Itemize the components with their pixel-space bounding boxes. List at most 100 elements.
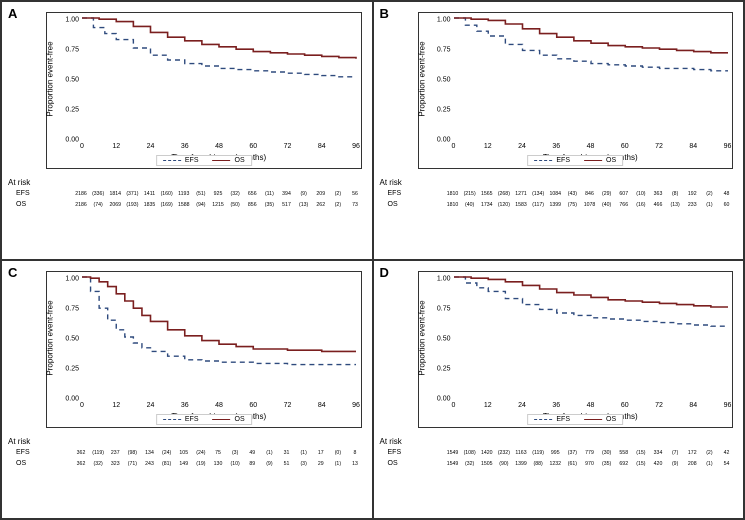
at-risk-cell: 846 [585,191,594,197]
at-risk-cell: (1) [706,461,712,467]
plot-inner: Proportion event-freeTime from biopsy (m… [82,18,356,140]
at-risk-cells: 362(32)323(71)243(81)149(19)130(10)89(9)… [81,460,362,471]
at-risk-cell: 558 [619,450,628,456]
x-tick: 60 [621,402,629,409]
at-risk-cell: (37) [568,450,577,456]
x-tick: 72 [655,402,663,409]
at-risk-cell: 766 [619,202,628,208]
at-risk-cell: 362 [77,450,86,456]
at-risk-cell: (169) [161,202,173,208]
at-risk-cell: 420 [654,461,663,467]
at-risk-row-label: EFS [16,449,30,456]
at-risk-cell: 42 [724,450,730,456]
at-risk-cells: 1549(108)1420(232)1163(119)995(37)779(30… [453,449,734,460]
at-risk-cell: (3) [300,461,306,467]
plot-inner: Proportion event-freeTime from biopsy (m… [454,18,728,140]
os-legend-line [584,419,602,420]
at-risk-cell: 1583 [515,202,527,208]
km-plot-svg [82,18,356,138]
at-risk-cell: 209 [316,191,325,197]
panel-label: A [8,6,17,21]
efs-curve [454,18,728,71]
at-risk-cell: (10) [231,461,240,467]
at-risk-cell: 73 [352,202,358,208]
at-risk-cell: 1814 [109,191,121,197]
y-tick: 0.00 [65,396,79,403]
at-risk-cell: 243 [145,461,154,467]
panel-A: A Proportion event-freeTime from biopsy (… [1,1,373,260]
legend-item-efs: EFS [534,416,570,423]
legend-label: EFS [556,416,570,423]
at-risk-row-efs: EFS1549(108)1420(232)1163(119)995(37)779… [380,449,734,460]
x-tick: 12 [112,402,120,409]
at-risk-cell: 1734 [481,202,493,208]
at-risk-row-label: EFS [388,449,402,456]
efs-curve [454,277,728,326]
at-risk-cell: 17 [318,450,324,456]
at-risk-cell: 1549 [447,461,459,467]
legend: EFSOS [156,414,252,425]
at-risk-cell: 233 [688,202,697,208]
at-risk-table: At riskEFS2186(336)1814(371)1411(160)119… [8,178,362,255]
at-risk-cell: 466 [654,202,663,208]
at-risk-cell: (9) [672,461,678,467]
at-risk-row-label: EFS [16,190,30,197]
efs-legend-line [163,160,181,161]
at-risk-cell: 1810 [447,202,459,208]
at-risk-row-efs: EFS362(119)237(98)134(24)105(24)75(3)49(… [8,449,362,460]
at-risk-cell: 1505 [481,461,493,467]
at-risk-cell: (43) [568,191,577,197]
at-risk-cell: (3) [232,450,238,456]
x-tick: 36 [552,143,560,150]
at-risk-cell: 1271 [515,191,527,197]
at-risk-cell: (32) [465,461,474,467]
at-risk-cell: 134 [145,450,154,456]
at-risk-cell: (2) [335,191,341,197]
efs-legend-line [534,419,552,420]
at-risk-cell: (108) [464,450,476,456]
at-risk-cell: 362 [77,461,86,467]
at-risk-cell: (94) [196,202,205,208]
plot-frame: Proportion event-freeTime from biopsy (m… [46,12,362,169]
at-risk-cell: 692 [619,461,628,467]
at-risk-cell: (75) [568,202,577,208]
at-risk-cell: (13) [299,202,308,208]
plot-frame: Proportion event-freeTime from biopsy (m… [418,12,734,169]
legend-item-efs: EFS [534,157,570,164]
x-tick: 72 [284,402,292,409]
at-risk-cell: 925 [214,191,223,197]
at-risk-cell: (32) [231,191,240,197]
at-risk-cells: 1810(215)1565(268)1271(134)1084(43)846(2… [453,190,734,201]
x-tick: 0 [452,402,456,409]
at-risk-cell: (16) [636,202,645,208]
at-risk-cell: 995 [551,450,560,456]
at-risk-cell: (88) [534,461,543,467]
y-tick: 0.00 [65,137,79,144]
at-risk-cell: 394 [282,191,291,197]
x-tick: 48 [215,143,223,150]
at-risk-row-os: OS1549(32)1505(90)1399(88)1232(61)970(35… [380,460,734,471]
legend-item-os: OS [584,157,616,164]
at-risk-cell: (10) [636,191,645,197]
at-risk-cell: (19) [196,461,205,467]
x-tick: 12 [112,143,120,150]
at-risk-cell: (2) [335,202,341,208]
os-legend-line [213,419,231,420]
at-risk-row-label: EFS [388,190,402,197]
legend-item-os: OS [584,416,616,423]
at-risk-cell: 2186 [75,191,87,197]
y-tick: 0.25 [437,107,451,114]
panel-D: DProportion event-freeTime from biopsy (… [373,260,745,519]
x-tick: 84 [689,143,697,150]
os-curve [82,18,356,59]
at-risk-cell: (15) [636,461,645,467]
at-risk-cell: 60 [724,202,730,208]
at-risk-cell: 970 [585,461,594,467]
at-risk-cell: (1) [706,202,712,208]
at-risk-title: At risk [380,437,734,446]
at-risk-cell: 363 [654,191,663,197]
x-tick: 48 [587,402,595,409]
x-tick: 48 [587,143,595,150]
os-curve [82,277,356,351]
x-tick: 12 [484,143,492,150]
